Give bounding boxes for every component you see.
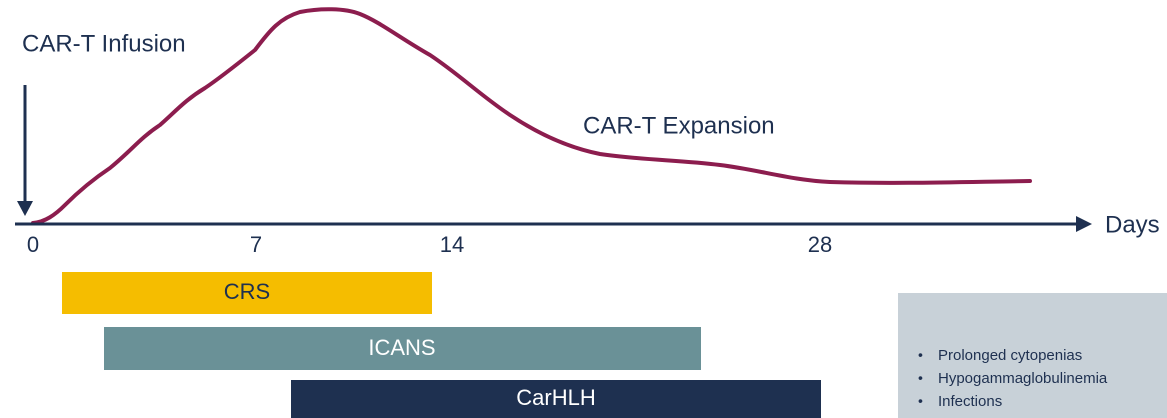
bullet: • [918,393,923,409]
bullet: • [918,347,923,363]
tick-label: 0 [27,232,39,257]
crs-bar [62,272,432,314]
axis-label: Days [1105,211,1160,238]
late-effect: Hypogammaglobulinemia [938,370,1108,387]
axis-arrowhead [1076,216,1092,232]
icans-bar [104,327,701,370]
expansion-label: CAR-T Expansion [583,112,775,139]
infusion-label: CAR-T Infusion [22,30,186,57]
bullet: • [918,370,923,386]
tick-label: 7 [250,232,262,257]
carhlh-bar [291,380,821,418]
late-effect: Infections [938,393,1002,410]
tick-label: 28 [808,232,832,257]
infusion-arrowhead [17,201,33,216]
tick-label: 14 [440,232,464,257]
bar-label: ICANS [368,335,435,360]
late-effect: Prolonged cytopenias [938,347,1082,364]
late-effects-box [898,293,1167,418]
expansion-curve [31,7,1032,225]
bar-label: CarHLH [516,385,595,410]
bar-label: CRS [224,279,270,304]
